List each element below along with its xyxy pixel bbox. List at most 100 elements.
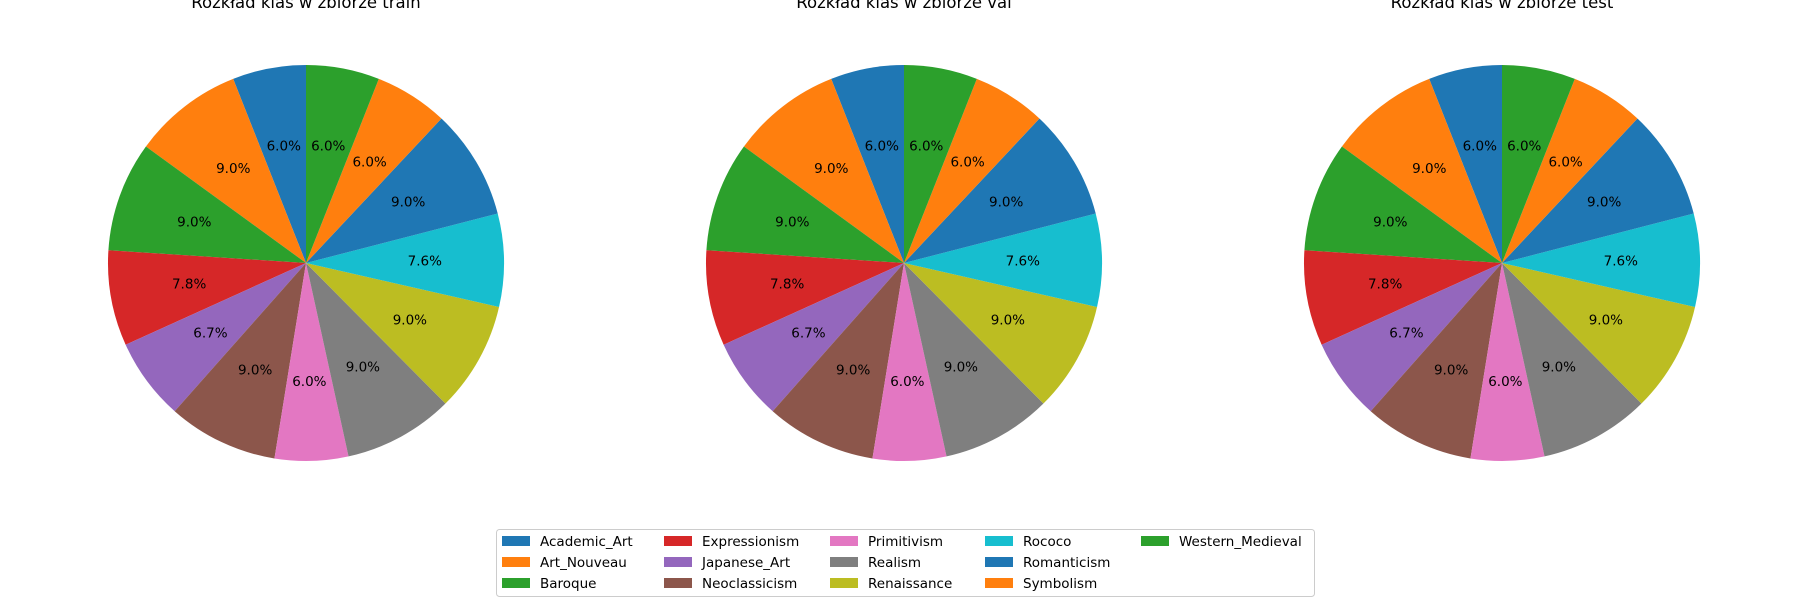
- chart-title: Rozkład klas w zbiorze train: [191, 0, 420, 12]
- pie-slice-expressionism: [1304, 250, 1502, 345]
- slice-percent-label: 7.6%: [408, 253, 442, 269]
- legend-swatch: [985, 557, 1013, 567]
- pie-slice-academic-art: [1429, 65, 1502, 263]
- pie-chart-2: Rozkład klas w zbiorze val 6.0% 9.0% 9.0% 7.…: [706, 0, 1102, 462]
- slice-percent-label: 6.0%: [1548, 155, 1582, 171]
- pie-slice-renaissance: [1502, 263, 1696, 404]
- pie-chart-1: Rozkład klas w zbiorze train 6.0% 9.0% 9.0%…: [108, 0, 504, 462]
- slice-percent-label: 9.0%: [238, 362, 272, 378]
- legend-label: Symbolism: [1023, 576, 1097, 592]
- legend-item: Romanticism: [985, 555, 1110, 571]
- legend-label: Western_Medieval: [1179, 534, 1302, 550]
- slice-percent-label: 9.0%: [393, 313, 427, 329]
- slice-percent-label: 6.0%: [267, 138, 301, 154]
- legend-swatch: [985, 578, 1013, 588]
- slice-percent-label: 6.0%: [909, 138, 943, 154]
- legend-swatch: [664, 536, 692, 546]
- slice-percent-label: 9.0%: [1373, 215, 1407, 231]
- legend-item: Renaissance: [830, 576, 952, 592]
- pie-slice-romanticism: [306, 118, 498, 263]
- pie-slice-neoclassicism: [772, 263, 904, 459]
- pie-slice-primitivism: [872, 263, 947, 462]
- pie-slice-realism: [1502, 263, 1642, 457]
- legend-label: Japanese_Art: [701, 555, 790, 571]
- pie-slice-art-nouveau: [145, 78, 306, 263]
- slice-percent-label: 9.0%: [989, 194, 1023, 210]
- chart-title: Rozkład klas w zbiorze test: [1391, 0, 1614, 12]
- slice-percent-label: 7.8%: [172, 276, 206, 292]
- slice-percent-label: 6.7%: [1389, 326, 1423, 342]
- pie-slice-japanese-art: [1321, 263, 1502, 412]
- pie-chart-3: Rozkład klas w zbiorze test 6.0% 9.0% 9.0% 7…: [1304, 0, 1700, 462]
- slice-percent-label: 9.0%: [346, 359, 380, 375]
- legend-label: Art_Nouveau: [540, 555, 627, 571]
- pie-slice-primitivism: [274, 263, 349, 462]
- legend-label: Rococo: [1023, 534, 1071, 550]
- slice-percent-label: 6.0%: [352, 155, 386, 171]
- slice-percent-label: 9.0%: [836, 362, 870, 378]
- legend-frame: [496, 529, 1315, 597]
- pie-slice-western-medieval: [1502, 65, 1575, 263]
- slice-percent-label: 9.0%: [944, 359, 978, 375]
- slice-percent-label: 6.0%: [950, 155, 984, 171]
- legend-item: Realism: [830, 555, 921, 571]
- legend-swatch: [985, 536, 1013, 546]
- slice-percent-label: 6.0%: [890, 374, 924, 390]
- slice-percent-label: 9.0%: [775, 215, 809, 231]
- legend-label: Realism: [868, 555, 921, 571]
- legend-item: Art_Nouveau: [502, 555, 627, 571]
- legend-label: Expressionism: [702, 534, 799, 550]
- legend-label: Baroque: [540, 576, 596, 592]
- slice-percent-label: 6.0%: [292, 374, 326, 390]
- pie-slice-baroque: [1304, 146, 1502, 263]
- slice-percent-label: 7.6%: [1604, 253, 1638, 269]
- pie-slice-romanticism: [1502, 118, 1694, 263]
- pie-slice-symbolism: [904, 78, 1040, 263]
- slice-percent-label: 6.7%: [193, 326, 227, 342]
- legend-swatch: [1141, 536, 1169, 546]
- chart-title: Rozkład klas w zbiorze val: [796, 0, 1012, 12]
- slice-percent-label: 9.0%: [814, 161, 848, 177]
- legend-item: Western_Medieval: [1141, 534, 1302, 550]
- pie-slice-rococo: [1502, 213, 1700, 308]
- slice-percent-label: 7.8%: [770, 276, 804, 292]
- legend-label: Primitivism: [868, 534, 943, 550]
- pie-slice-symbolism: [1502, 78, 1638, 263]
- slice-percent-label: 9.0%: [177, 215, 211, 231]
- legend-item: Baroque: [502, 576, 596, 592]
- pie-slice-expressionism: [108, 250, 306, 345]
- slice-percent-label: 7.6%: [1006, 253, 1040, 269]
- pie-slice-expressionism: [706, 250, 904, 345]
- pie-slice-art-nouveau: [1341, 78, 1502, 263]
- legend-swatch: [830, 557, 858, 567]
- pie-slice-academic-art: [233, 65, 306, 263]
- slice-percent-label: 6.0%: [1488, 374, 1522, 390]
- pie-slice-rococo: [904, 213, 1102, 308]
- slice-percent-label: 9.0%: [1542, 359, 1576, 375]
- slice-percent-label: 6.7%: [791, 326, 825, 342]
- pie-slice-renaissance: [904, 263, 1098, 404]
- slice-percent-label: 6.0%: [865, 138, 899, 154]
- slice-percent-label: 9.0%: [991, 313, 1025, 329]
- legend-swatch: [830, 536, 858, 546]
- pie-slice-renaissance: [306, 263, 500, 404]
- pie-slice-japanese-art: [125, 263, 306, 412]
- slice-percent-label: 6.0%: [1507, 138, 1541, 154]
- legend-item: Primitivism: [830, 534, 943, 550]
- legend-swatch: [664, 578, 692, 588]
- legend-item: Symbolism: [985, 576, 1097, 592]
- legend-item: Expressionism: [664, 534, 799, 550]
- slice-percent-label: 9.0%: [391, 194, 425, 210]
- legend-label: Academic_Art: [540, 534, 633, 550]
- pie-slice-realism: [306, 263, 446, 457]
- legend-label: Neoclassicism: [702, 576, 797, 592]
- pie-slice-neoclassicism: [174, 263, 306, 459]
- slice-percent-label: 9.0%: [1412, 161, 1446, 177]
- pie-slice-baroque: [706, 146, 904, 263]
- legend-swatch: [830, 578, 858, 588]
- slice-percent-label: 6.0%: [311, 138, 345, 154]
- pie-slice-primitivism: [1470, 263, 1545, 462]
- legend-item: Neoclassicism: [664, 576, 797, 592]
- legend: Academic_Art Art_Nouveau Baroque Expression…: [496, 529, 1315, 597]
